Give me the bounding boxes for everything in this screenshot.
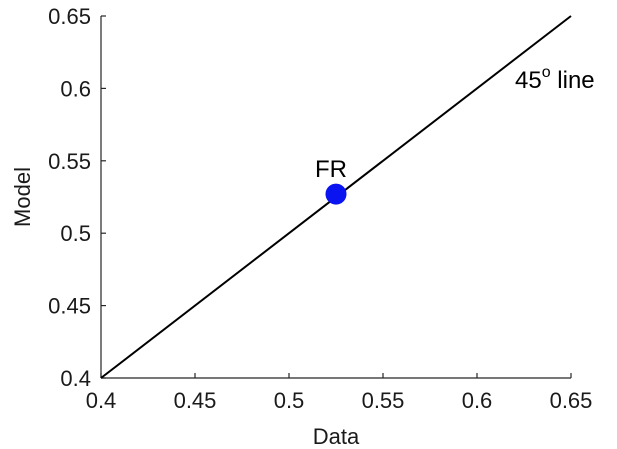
axes: [100, 16, 571, 379]
x-axis-title: Data: [313, 424, 360, 449]
x-tick-label: 0.45: [174, 388, 217, 413]
y-axis-title: Model: [10, 167, 35, 227]
y-tick-label: 0.5: [60, 221, 91, 246]
data-points: FR: [315, 156, 347, 205]
x-tick-label: 0.65: [550, 388, 593, 413]
x-ticks: 0.4 0.45 0.5 0.55 0.6 0.65: [86, 373, 593, 413]
y-tick-label: 0.65: [48, 4, 91, 29]
reference-line-label: 45o line: [515, 64, 595, 94]
y-tick-label: 0.6: [60, 76, 91, 101]
reference-line-label-base: 45: [515, 67, 542, 94]
x-tick-label: 0.5: [274, 388, 305, 413]
y-tick-label: 0.45: [48, 294, 91, 319]
reference-line-label-sup: o: [542, 64, 551, 81]
data-point-label: FR: [315, 156, 347, 183]
y-ticks: 0.4 0.45 0.5 0.55 0.6 0.65: [48, 4, 106, 391]
data-point: [325, 183, 347, 205]
y-tick-label: 0.4: [60, 366, 91, 391]
x-tick-label: 0.55: [362, 388, 405, 413]
y-tick-label: 0.55: [48, 149, 91, 174]
reference-line-label-rest: line: [551, 67, 595, 94]
x-tick-label: 0.6: [462, 388, 493, 413]
x-tick-label: 0.4: [86, 388, 117, 413]
